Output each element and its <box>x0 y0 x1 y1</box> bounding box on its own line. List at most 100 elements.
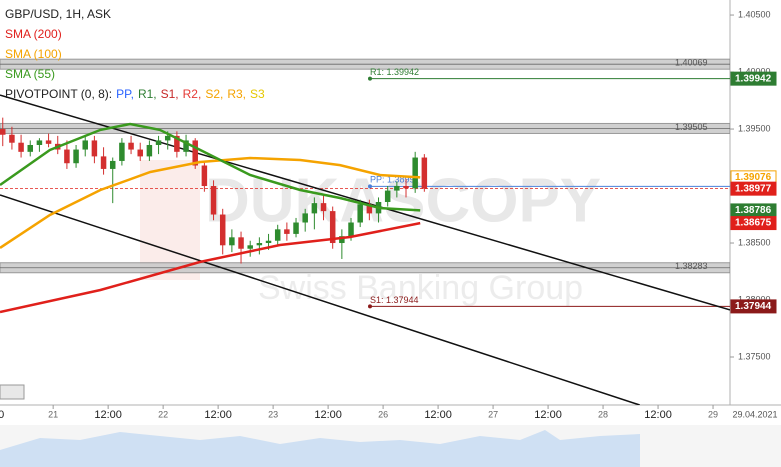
price-tag-label: 1.39942 <box>735 73 772 84</box>
date-label: 29.04.2021 <box>732 409 777 419</box>
x-tick-label: 12:00 <box>204 409 232 421</box>
x-tick-label: 29 <box>708 409 718 419</box>
candle-body <box>421 157 428 189</box>
chart-title: GBP/USD, 1H, ASK <box>5 7 111 21</box>
price-tag <box>730 299 777 314</box>
candle-body <box>238 237 244 249</box>
price-tag <box>730 181 777 196</box>
price-tag-label: 1.38786 <box>735 205 772 216</box>
pivot-dot <box>368 304 372 309</box>
y-tick-label: 1.40000 <box>738 66 771 76</box>
price-tag <box>730 216 777 231</box>
candle-body <box>192 140 198 166</box>
candle-body <box>274 229 281 241</box>
pivot-legend-item: PP, <box>116 87 134 101</box>
candle-body <box>256 243 263 246</box>
candle-body <box>100 156 107 169</box>
y-tick-label: 1.37500 <box>738 351 771 361</box>
x-tick-label: 12:00 <box>424 409 452 421</box>
watermark: DUKASCOPY Swiss Banking Group <box>140 160 601 307</box>
sma-line <box>0 156 421 249</box>
x-tick-label: 28 <box>598 409 608 419</box>
candle-body <box>137 149 143 157</box>
candle-body <box>284 229 290 234</box>
watermark-tagline: Swiss Banking Group <box>258 269 583 307</box>
candle-body <box>412 157 418 189</box>
sma-line <box>0 122 421 212</box>
candle-body <box>329 211 336 244</box>
trendline <box>0 94 730 311</box>
pivot-label: PP: 1.38997 <box>370 175 420 185</box>
legend-entry: SMA (100) <box>5 47 62 61</box>
pivot-dot <box>368 184 372 189</box>
pivot-legend-item: R2, <box>183 87 202 101</box>
pivot-legend: PIVOTPOINT (0, 8): PP, R1, S1, R2, S2, R3, S3 <box>5 87 265 101</box>
candle-body <box>128 142 134 150</box>
level-label: 1.38283 <box>675 261 708 271</box>
candle-body <box>229 237 235 246</box>
candle-body <box>73 149 79 164</box>
x-tick-label: 12:00 <box>534 409 562 421</box>
price-tag <box>730 71 777 86</box>
x-tick-label: 22 <box>158 409 168 419</box>
candle-body <box>36 140 43 145</box>
candle-body <box>265 240 272 244</box>
pivot-label: R1: 1.39942 <box>370 67 419 77</box>
price-tag-label: 1.38977 <box>735 183 772 194</box>
level-label: 1.40069 <box>675 58 708 68</box>
x-tick-label: 20 <box>0 409 4 421</box>
candle-body <box>311 203 318 214</box>
candle-body <box>146 144 153 157</box>
candle-body <box>119 142 125 161</box>
pivot-legend-item: R1, <box>138 87 157 101</box>
candle-body <box>45 140 52 144</box>
candle-body <box>384 190 391 202</box>
x-tick-label: 27 <box>488 409 498 419</box>
candle-body <box>366 204 373 214</box>
trendline <box>0 194 640 405</box>
sma-line <box>0 221 421 314</box>
candle-body <box>339 236 345 244</box>
y-tick-label: 1.40500 <box>738 9 771 19</box>
candle-body <box>210 186 217 215</box>
pivot-label: S1: 1.37944 <box>370 295 419 305</box>
y-tick-label: 1.38000 <box>738 294 771 304</box>
x-tick-label: 12:00 <box>644 409 672 421</box>
pivot-legend-prefix: PIVOTPOINT (0, 8): <box>5 87 112 101</box>
candle-body <box>302 213 308 223</box>
candle-body <box>394 186 400 191</box>
candle-body <box>155 140 162 145</box>
level-label: 1.39505 <box>675 122 708 132</box>
scroll-button[interactable] <box>0 384 25 400</box>
candle-body <box>109 160 116 169</box>
candle-body <box>64 149 70 164</box>
candle-body <box>403 186 409 189</box>
pivot-legend-item: R3, <box>227 87 246 101</box>
pivot-legend-item: S1, <box>161 87 179 101</box>
pivot-legend-item: S2, <box>205 87 223 101</box>
candle-body <box>183 140 189 152</box>
candle-body <box>27 144 33 152</box>
candle-body <box>82 140 88 150</box>
candle-body <box>201 165 208 187</box>
x-tick-label: 12:00 <box>314 409 342 421</box>
candle-body <box>219 214 226 246</box>
watermark-logo <box>140 160 200 280</box>
navigator-area <box>0 430 640 467</box>
candle-body <box>348 222 354 237</box>
watermark-brand: DUKASCOPY <box>205 166 601 235</box>
candle-body <box>320 203 327 212</box>
y-tick-label: 1.38500 <box>738 237 771 247</box>
legend-entry: SMA (55) <box>5 67 55 81</box>
x-tick-label: 12:00 <box>94 409 122 421</box>
candle-body <box>0 129 6 135</box>
price-tag-label: 1.39076 <box>735 172 772 183</box>
price-tag-label: 1.38675 <box>735 218 772 229</box>
candle-body <box>174 135 180 152</box>
candle-body <box>293 222 299 234</box>
x-tick-label: 26 <box>378 409 388 419</box>
candle-body <box>9 134 15 143</box>
candle-body <box>164 135 171 141</box>
pivot-legend-item: S3 <box>250 87 265 101</box>
